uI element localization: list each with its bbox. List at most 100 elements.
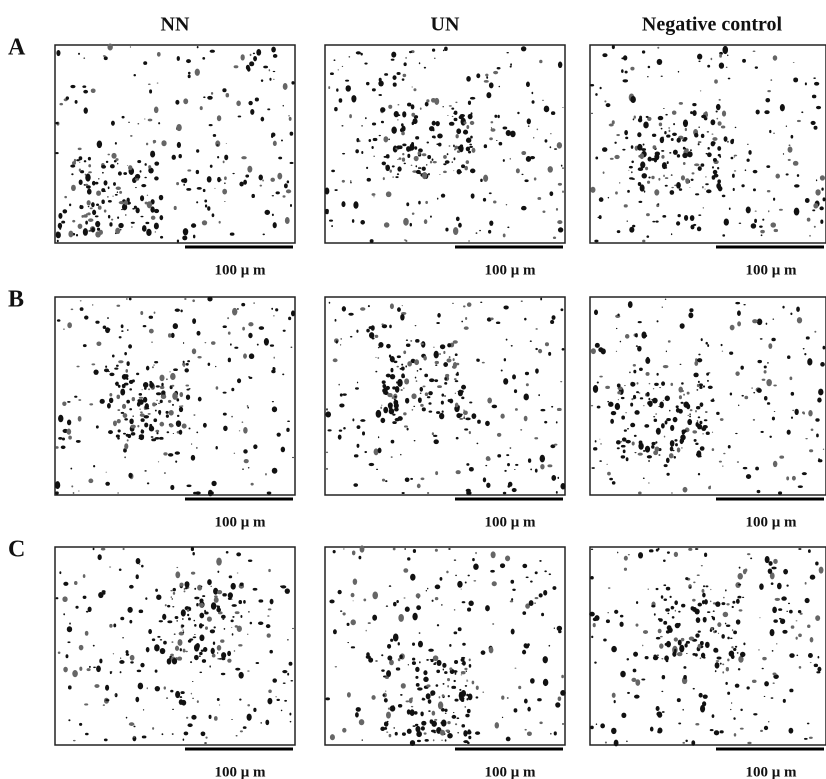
speckle	[796, 654, 799, 657]
speckle	[128, 344, 133, 349]
speckle	[146, 482, 150, 485]
speckle	[674, 600, 678, 606]
speckle	[768, 343, 773, 349]
speckle	[529, 156, 536, 160]
speckle	[454, 698, 459, 702]
speckle	[476, 358, 479, 362]
speckle	[436, 143, 440, 146]
speckle	[500, 369, 503, 372]
speckle	[705, 152, 708, 155]
speckle	[227, 357, 231, 363]
speckle	[392, 421, 397, 425]
speckle	[791, 475, 796, 481]
speckle	[187, 613, 190, 617]
speckle	[396, 355, 401, 359]
speckle	[675, 407, 680, 413]
speckle	[216, 144, 219, 146]
speckle	[245, 174, 250, 178]
speckle	[503, 378, 509, 385]
speckle	[96, 203, 100, 206]
speckle	[759, 583, 764, 590]
speckle	[145, 365, 150, 371]
speckle	[647, 401, 652, 406]
speckle	[651, 441, 656, 446]
speckle	[168, 658, 171, 660]
speckle	[648, 382, 651, 385]
speckle	[77, 415, 82, 422]
speckle	[731, 629, 734, 632]
speckle	[736, 461, 740, 463]
speckle	[617, 551, 619, 554]
speckle	[87, 218, 94, 222]
speckle	[118, 568, 122, 572]
speckle	[267, 697, 273, 705]
speckle	[280, 139, 283, 142]
speckle	[676, 447, 681, 453]
speckle	[647, 588, 649, 591]
speckle	[550, 111, 556, 116]
speckle	[707, 385, 713, 389]
speckle	[180, 309, 183, 313]
speckle	[524, 371, 530, 376]
speckle	[109, 164, 115, 169]
speckle	[485, 456, 491, 461]
speckle	[227, 597, 232, 601]
speckle	[723, 596, 725, 599]
panel-frame	[589, 296, 826, 496]
speckle	[651, 604, 656, 608]
speckle	[153, 106, 159, 114]
speckle	[397, 378, 403, 387]
speckle	[662, 364, 669, 369]
speckle	[737, 321, 742, 327]
speckle	[429, 378, 435, 383]
speckle	[619, 621, 624, 627]
scale-label: 100 μ m	[215, 514, 267, 530]
speckle	[685, 121, 687, 123]
speckle	[723, 452, 726, 455]
speckle	[125, 653, 130, 656]
speckle	[607, 196, 610, 199]
speckle	[381, 478, 386, 482]
speckle	[468, 600, 474, 607]
speckle	[105, 160, 109, 164]
speckle	[706, 611, 711, 614]
speckle	[686, 403, 691, 410]
speckle	[70, 467, 73, 470]
speckle	[211, 653, 216, 658]
speckle	[722, 611, 729, 618]
speckle	[437, 385, 442, 389]
speckle	[163, 472, 166, 474]
speckle	[510, 345, 513, 347]
speckle	[721, 194, 726, 198]
speckle	[107, 317, 109, 320]
speckle	[464, 428, 469, 431]
speckle	[541, 99, 545, 101]
speckle	[111, 218, 114, 221]
speckle	[351, 95, 357, 103]
speckle	[286, 427, 290, 432]
speckle	[669, 440, 675, 447]
speckle	[659, 643, 664, 649]
speckle	[415, 165, 418, 168]
speckle	[247, 165, 253, 173]
speckle	[152, 387, 154, 389]
speckle	[792, 160, 799, 166]
speckle	[459, 691, 462, 695]
speckle	[720, 343, 723, 347]
speckle	[143, 415, 150, 419]
speckle	[510, 628, 515, 635]
speckle	[666, 551, 670, 554]
speckle	[159, 399, 163, 404]
speckle	[166, 378, 168, 381]
speckle	[388, 104, 393, 109]
speckle	[641, 50, 646, 54]
speckle	[383, 136, 389, 143]
speckle	[389, 705, 396, 712]
speckle	[118, 360, 124, 364]
speckle	[561, 347, 565, 351]
speckle	[464, 706, 467, 708]
speckle	[663, 464, 668, 468]
speckle	[151, 638, 156, 642]
speckle	[206, 176, 212, 183]
speckle	[218, 657, 222, 660]
